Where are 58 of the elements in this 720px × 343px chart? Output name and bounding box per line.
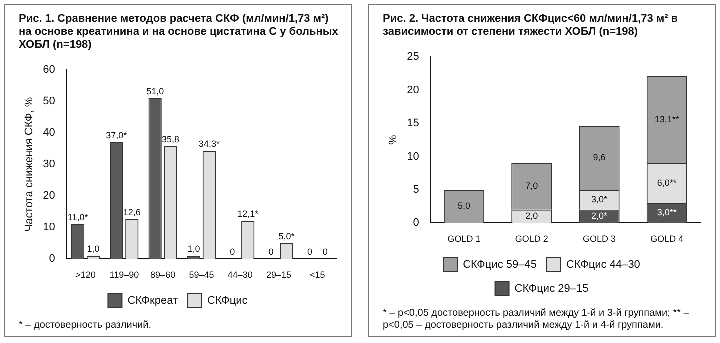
- x-tick-label: 119–90: [110, 270, 140, 280]
- y-tick-label: 50: [43, 96, 56, 108]
- legend-label: СКФкреат: [128, 295, 178, 308]
- data-label: 12,6: [123, 207, 141, 218]
- data-label: 9,6: [593, 152, 606, 163]
- data-label: 12,1*: [238, 209, 260, 220]
- data-label: 1,0: [188, 244, 200, 254]
- x-tick-label: <15: [310, 270, 326, 280]
- x-tick-label: 29–15: [266, 270, 292, 280]
- data-label: 51,0: [146, 86, 164, 96]
- data-label: 35,8: [162, 134, 180, 144]
- x-tick-label: 89–60: [150, 270, 176, 280]
- legend-label: СКФцис 29–15: [514, 283, 589, 296]
- data-label: 0: [307, 247, 312, 258]
- y-tick-label: 10: [407, 150, 420, 163]
- y-tick-label: 60: [43, 64, 56, 76]
- x-tick-label: GOLD 4: [650, 234, 684, 244]
- legend-label: СКФцис: [208, 295, 248, 308]
- y-tick-label: 25: [407, 51, 420, 64]
- data-label: 5,0: [458, 201, 471, 212]
- y-tick-label: 40: [43, 127, 56, 140]
- data-label: 6,0**: [657, 178, 678, 188]
- y-tick-label: 30: [43, 158, 56, 171]
- chart-title: Рис. 1. Сравнение методов расчета СКФ (мл/мин/1,73 м²) на основе креатинина и на основе цистатина С у больных ХОБЛ (n=198): [19, 13, 340, 52]
- x-tick-label: GOLD 1: [448, 234, 481, 244]
- text: * – достоверность различий.: [19, 320, 152, 332]
- data-label: 13,1**: [654, 114, 680, 124]
- data-label: 1,0: [87, 244, 100, 254]
- x-tick-label: 59–45: [189, 270, 214, 280]
- x-tick-label: 44–30: [228, 270, 253, 280]
- y-tick-label: 20: [43, 190, 56, 202]
- x-tick-label: >120: [76, 270, 96, 280]
- y-tick-label: 0: [49, 253, 56, 266]
- data-label: 2,0*: [592, 211, 608, 222]
- data-label: 0: [230, 247, 236, 258]
- data-label: 2,0: [526, 211, 538, 222]
- y-tick-label: 5: [413, 184, 420, 196]
- data-label: 37,0*: [106, 130, 128, 141]
- data-label: 5,0*: [278, 231, 296, 242]
- y-axis-title: Частота снижения СКФ, %: [24, 97, 36, 232]
- data-label: 7,0: [526, 181, 538, 192]
- y-tick-label: 15: [407, 118, 420, 130]
- data-label: 0: [322, 247, 328, 258]
- y-tick-label: 20: [407, 84, 420, 96]
- y-axis-title: %: [388, 134, 400, 145]
- data-label: 0: [268, 247, 274, 258]
- y-tick-label: 10: [43, 222, 56, 234]
- legend-label: СКФцис 59–45: [463, 259, 538, 272]
- y-tick-label: 0: [413, 217, 420, 230]
- text: * – p<0,05 достоверность различий между 1-й и 3-й группами; ** – p<0,05 – достоверность различий между 1-й и 4-й группами.: [383, 308, 690, 332]
- data-label: 34,3*: [198, 139, 220, 150]
- x-tick-label: GOLD 2: [515, 234, 548, 244]
- data-label: 11,0*: [68, 212, 89, 222]
- data-label: 3,0*: [592, 194, 608, 204]
- x-tick-label: GOLD 3: [583, 234, 616, 244]
- chart-title: Рис. 2. Частота снижения СКФцис<60 мл/мин/1,73 м² в зависимости от степени тяжести ХОБЛ (n=198): [383, 13, 680, 39]
- data-label: 3,0**: [657, 208, 678, 218]
- legend-label: СКФцис 44–30: [566, 259, 640, 272]
